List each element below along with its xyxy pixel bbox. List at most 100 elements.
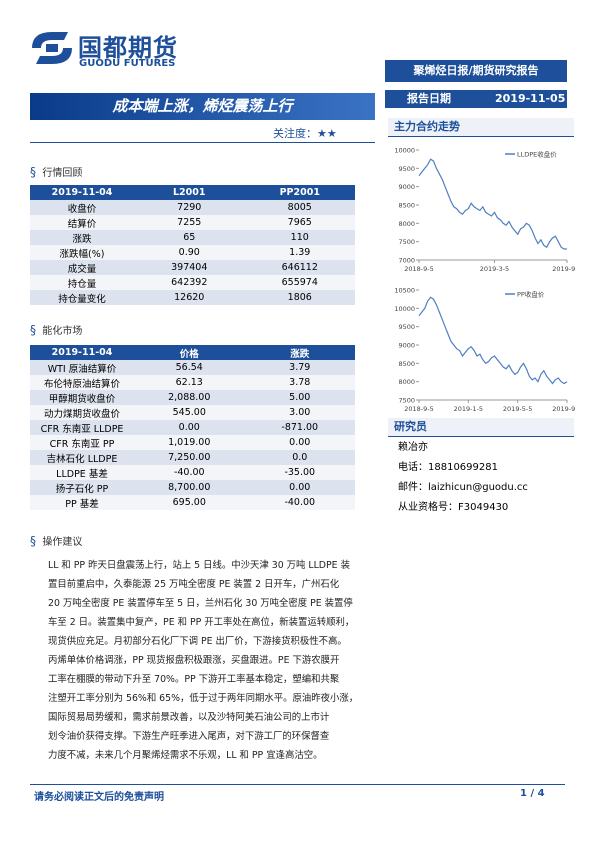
table-row: 持仓量变化 12620 1806 xyxy=(30,290,355,305)
table-cell: 5.00 xyxy=(289,392,311,403)
y-tick-label: 9500 xyxy=(398,165,415,173)
table-cell: 1,019.00 xyxy=(168,437,211,448)
table-cell: 3.00 xyxy=(289,407,311,418)
header-cell: 涨跌 xyxy=(290,348,310,360)
section-title: 操作建议 xyxy=(42,537,83,548)
table-cell: 0.00 xyxy=(289,482,311,493)
table-cell: 1.39 xyxy=(289,247,311,258)
table-row: PP 基差 695.00 -40.00 xyxy=(30,495,355,510)
table-cell: 7965 xyxy=(287,217,312,228)
table-cell: 成交量 xyxy=(67,263,97,275)
section-advice: § 操作建议 xyxy=(30,534,83,548)
table-cell: 扬子石化 PP xyxy=(55,483,109,495)
x-tick-label: 2019-3-5 xyxy=(480,265,510,273)
section-chem: § 能化市场 xyxy=(30,323,83,337)
chem-table: 2019-11-04 价格 涨跌 WTI 原油结算价 56.54 3.79 布伦特原油结算价… xyxy=(30,345,355,510)
text-line: 注塑开工率分别为 56%和 65%，低于过于两年同期水平。原油昨夜小涨， xyxy=(48,693,359,704)
advice-text: LL 和 PP 昨天日盘震荡上行，站上 5 日线。中沙天津 30 万吨 LLDP… xyxy=(48,556,358,765)
table-row: CFR 东南亚 LLDPE 0.00 -871.00 xyxy=(30,420,355,435)
banner: 聚烯烃日报/期货研究报告 xyxy=(385,60,567,82)
table-cell: 1806 xyxy=(287,292,312,303)
text-line: 丙烯单体价格调涨，PP 现货报盘积极跟涨，买盘跟进。PE 下游农膜开 xyxy=(48,655,340,666)
table-cell: CFR 东南亚 PP xyxy=(49,438,115,450)
y-tick-label: 9500 xyxy=(398,323,415,331)
y-tick-label: 8500 xyxy=(398,360,415,368)
text-line: 工率在棚膜的带动下升至 70%。PP 下游开工率基本稳定，塑编和共聚 xyxy=(48,674,340,685)
table-cell: 65 xyxy=(183,232,196,243)
table-cell: 涨跌幅(%) xyxy=(59,248,105,260)
table-cell: 结算价 xyxy=(67,218,97,230)
table-cell: 0.0 xyxy=(292,452,308,463)
y-tick-label: 7000 xyxy=(398,257,415,265)
date: 2019-11-05 xyxy=(495,92,566,105)
series-line xyxy=(418,296,568,385)
logo-en: GUODU FUTURES xyxy=(79,58,176,69)
table-row: LLDPE 基差 -40.00 -35.00 xyxy=(30,465,355,480)
text-line: 力度不减，未来几个月聚烯烃需求不乐观，LL 和 PP 宜逢高沽空。 xyxy=(48,750,323,761)
table-row: 动力煤期货收盘价 545.00 3.00 xyxy=(30,405,355,420)
table-cell: -40.00 xyxy=(284,497,316,508)
table-cell: 7,250.00 xyxy=(168,452,211,463)
researcher-name: 赖冶亦 xyxy=(398,442,428,453)
table-cell: 3.78 xyxy=(289,377,311,388)
table-cell: LLDPE 基差 xyxy=(56,468,108,480)
rule xyxy=(30,142,375,143)
x-tick-label: 2018-9-5 xyxy=(404,405,434,413)
table-row: 布伦特原油结算价 62.13 3.78 xyxy=(30,375,355,390)
legend-label: LLDPE收盘价 xyxy=(517,150,557,159)
table-cell: 甲醇期货收盘价 xyxy=(48,393,116,405)
table-cell: 56.54 xyxy=(175,362,203,373)
text-line: 国际贸易局势缓和，需求前景改善，以及沙特阿美石油公司的上市计 xyxy=(48,712,330,723)
table-cell: 吉林石化 LLDPE xyxy=(46,453,118,465)
researcher-heading: 研究员 xyxy=(388,418,574,437)
x-tick-label: 2019-9-5 xyxy=(552,405,575,413)
table-cell: 12620 xyxy=(174,292,205,303)
attention: 关注度：★★ xyxy=(273,125,337,141)
researcher-license: 从业资格号：F3049430 xyxy=(398,502,509,513)
section-review: § 行情回顾 xyxy=(30,165,83,179)
y-tick-label: 8500 xyxy=(398,202,415,210)
table-cell: 8,700.00 xyxy=(168,482,211,493)
date-label: 报告日期 xyxy=(407,92,451,105)
y-tick-label: 9000 xyxy=(398,342,415,350)
table-row: WTI 原油结算价 56.54 3.79 xyxy=(30,360,355,375)
table-cell: 0.00 xyxy=(178,422,200,433)
table-row: 结算价 7255 7965 xyxy=(30,215,355,230)
table-cell: CFR 东南亚 LLDPE xyxy=(40,423,124,435)
x-tick-label: 2018-9-5 xyxy=(404,265,434,273)
line-chart: 7000 7500 8000 8500 9000 9500 10000 2018-9-5 201… xyxy=(394,147,575,274)
x-tick-label: 2019-1-5 xyxy=(454,405,484,413)
text-line: 划令油价获得支撑。下游生产旺季进入尾声，对下游工厂的环保督查 xyxy=(48,731,330,742)
y-tick-label: 7500 xyxy=(398,397,415,405)
table-cell: -35.00 xyxy=(284,467,316,478)
text-line: 现货供应充足。月初部分石化厂下调 PE 出厂价，下游接货积极性不高。 xyxy=(48,636,347,647)
y-tick-label: 10000 xyxy=(394,147,415,155)
table-row: 甲醇期货收盘价 2,088.00 5.00 xyxy=(30,390,355,405)
table-row: 持仓量 642392 655974 xyxy=(30,275,355,290)
table-cell: 642392 xyxy=(171,277,208,288)
text-line: 20 万吨全密度 PE 装置停车至 5 日，兰州石化 30 万吨全密度 PE 装… xyxy=(48,598,353,609)
table-cell: 397404 xyxy=(171,262,208,273)
report-title: 成本端上涨，烯烃震荡上行 xyxy=(30,93,375,120)
table-cell: 2,088.00 xyxy=(168,392,211,403)
table-cell: 持仓量 xyxy=(67,278,97,290)
series-line xyxy=(418,158,567,250)
table-cell: 收盘价 xyxy=(67,203,97,215)
table-cell: 646112 xyxy=(281,262,318,273)
table-row: 成交量 397404 646112 xyxy=(30,260,355,275)
header-cell: L2001 xyxy=(173,187,206,198)
logo-cn: 国都期货 xyxy=(78,34,178,62)
table-cell: 持仓量变化 xyxy=(58,293,106,305)
table-cell: 7255 xyxy=(177,217,202,228)
text-line: 车至 2 日。装置集中复产，PE 和 PP 开工率处在高位，新装置运转顺利， xyxy=(48,617,355,628)
line-chart: 7500 8000 8500 9000 9500 10000 10500 2018-9-5 20… xyxy=(394,287,575,414)
y-tick-label: 8000 xyxy=(398,378,415,386)
text-line: 置目前重启中，久泰能源 25 万吨全密度 PE 装置 2 日开车，广州石化 xyxy=(48,579,340,590)
table-cell: 655974 xyxy=(281,277,318,288)
text-line: LL 和 PP 昨天日盘震荡上行，站上 5 日线。中沙天津 30 万吨 LLDP… xyxy=(48,560,350,571)
y-tick-label: 10500 xyxy=(394,287,415,295)
y-tick-label: 8000 xyxy=(398,220,415,228)
date-bar: 报告日期 2019-11-05 xyxy=(385,90,567,108)
table-cell: 0.90 xyxy=(178,247,200,258)
y-tick-label: 7500 xyxy=(398,238,415,246)
